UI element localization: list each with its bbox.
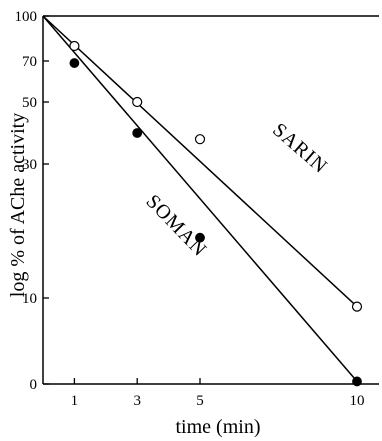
data-point-sarin xyxy=(132,96,143,108)
x-axis-label: time (min) xyxy=(176,416,261,438)
series-label-sarin: SARIN xyxy=(268,119,332,178)
fit-line-sarin xyxy=(42,15,358,308)
y-tick-label: 30 xyxy=(22,157,37,173)
x-tick-label: 5 xyxy=(196,393,204,409)
x-tick-label: 10 xyxy=(350,393,365,409)
data-point-sarin xyxy=(69,40,80,52)
plot-frame xyxy=(42,15,379,385)
y-axis-label: log % of AChe activity xyxy=(7,113,29,297)
series-label-soman: SOMAN xyxy=(142,190,211,261)
fit-line-soman xyxy=(42,15,358,382)
y-axis-ticks: 0 10 30 50 70 100 xyxy=(15,9,49,393)
fit-lines xyxy=(42,15,358,382)
y-tick-label: 50 xyxy=(22,95,37,111)
data-point-soman xyxy=(352,376,362,387)
y-tick-label: 70 xyxy=(22,54,37,70)
y-tick-label: 100 xyxy=(15,9,38,25)
data-point-sarin xyxy=(351,301,363,312)
data-point-soman xyxy=(132,128,143,138)
data-point-soman xyxy=(195,232,205,243)
x-tick-label: 3 xyxy=(133,393,141,409)
y-tick-label: 0 xyxy=(30,377,38,393)
y-tick-label: 10 xyxy=(22,291,37,307)
data-point-soman xyxy=(69,58,80,68)
x-axis-ticks: 1 3 5 10 xyxy=(71,378,365,409)
x-tick-label: 1 xyxy=(71,393,79,409)
data-point-sarin xyxy=(194,134,206,145)
data-points xyxy=(69,40,363,387)
